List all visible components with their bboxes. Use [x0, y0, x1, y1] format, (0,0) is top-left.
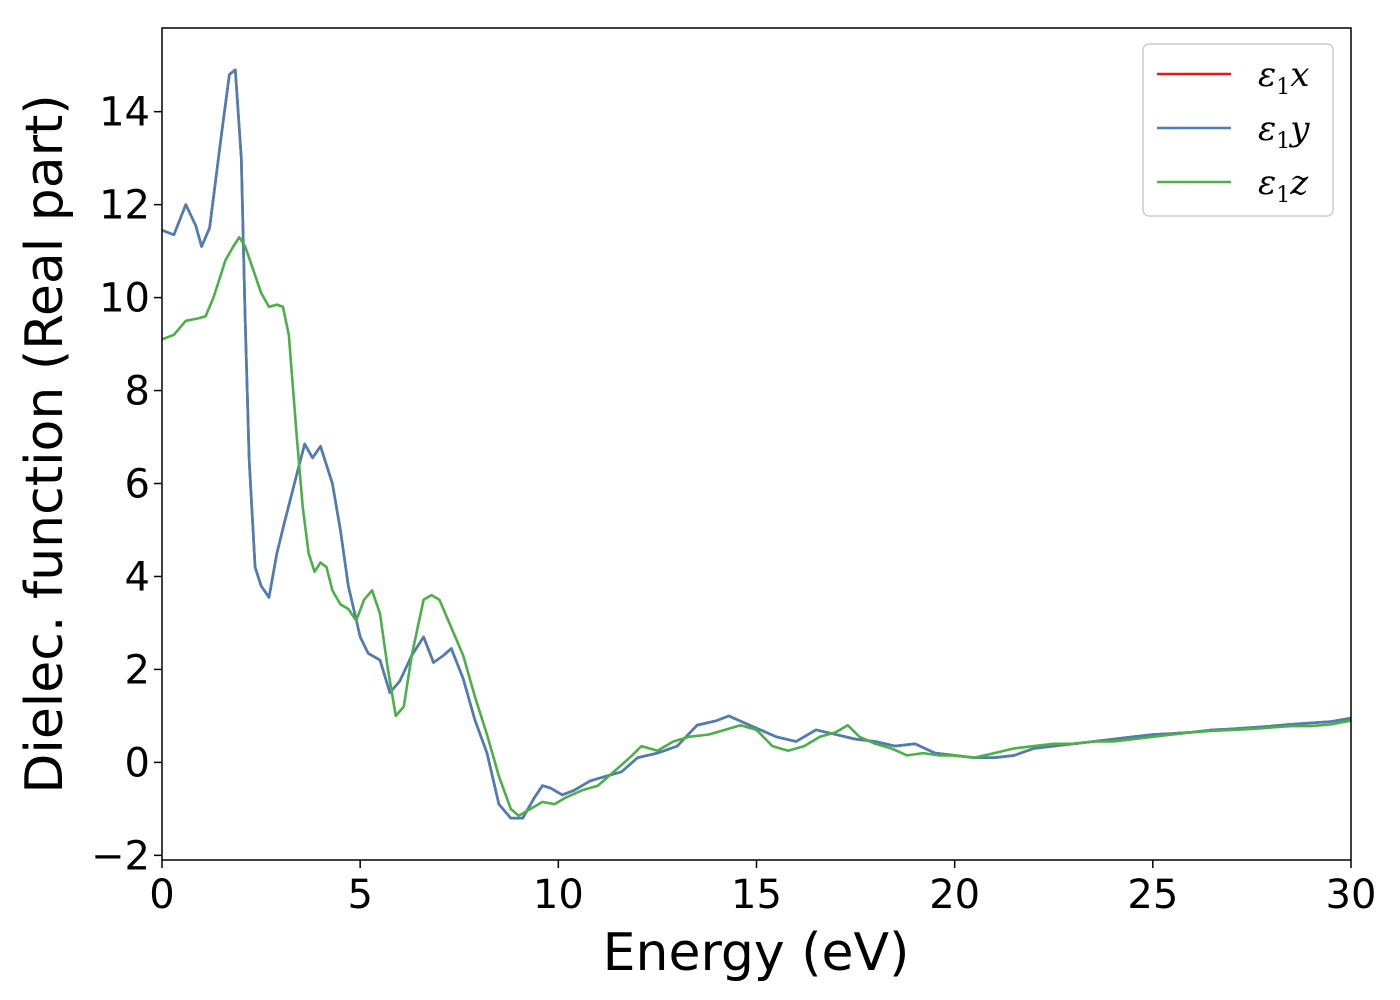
y-tick-label: 2 — [125, 647, 150, 693]
y-tick-label: 10 — [99, 276, 150, 322]
x-tick-label: 10 — [533, 872, 584, 918]
y-tick-label: 12 — [99, 183, 150, 229]
series-line-z — [162, 235, 1351, 818]
legend-label-y: ε1y — [1258, 109, 1310, 154]
y-axis: −2 0 2 4 6 8 10 12 14 — [91, 90, 162, 879]
y-tick-label: 14 — [99, 90, 150, 136]
x-tick-label: 30 — [1326, 872, 1377, 918]
y-tick-label: 0 — [125, 740, 150, 786]
x-tick-label: 5 — [347, 872, 372, 918]
y-axis-title: Dielec. function (Real part) — [15, 94, 75, 793]
y-tick-label: 6 — [125, 462, 150, 508]
y-tick-label: 8 — [125, 369, 150, 415]
x-tick-label: 25 — [1127, 872, 1178, 918]
legend-label-z: ε1z — [1258, 163, 1309, 208]
x-axis-title: Energy (eV) — [603, 923, 910, 983]
y-tick-label: 4 — [125, 554, 150, 600]
y-tick-label: −2 — [91, 833, 150, 879]
x-axis: 0 5 10 15 20 25 30 — [149, 860, 1376, 918]
x-tick-label: 20 — [929, 872, 980, 918]
series-layer — [162, 68, 1351, 820]
legend-box — [1142, 43, 1334, 217]
x-tick-label: 15 — [731, 872, 782, 918]
legend: ε1x ε1y ε1z — [1142, 43, 1334, 217]
legend-label-x: ε1x — [1258, 55, 1309, 100]
x-tick-label: 0 — [149, 872, 174, 918]
